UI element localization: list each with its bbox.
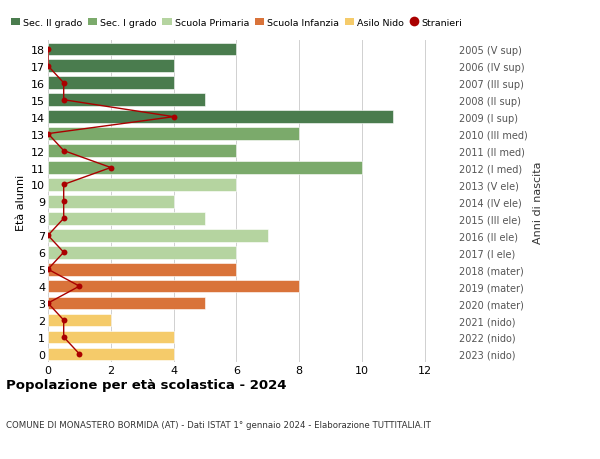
Point [59,97,68,104]
Text: COMUNE DI MONASTERO BORMIDA (AT) - Dati ISTAT 1° gennaio 2024 - Elaborazione TUT: COMUNE DI MONASTERO BORMIDA (AT) - Dati … [6,420,431,429]
Point [59,334,68,341]
Bar [48,297,205,310]
Point [74,283,84,290]
Bar [48,179,236,191]
Point [43,46,53,53]
Bar [48,230,268,242]
Bar [48,44,236,56]
Point [43,131,53,138]
Bar [48,111,393,124]
Point [106,164,116,172]
Point [59,181,68,189]
Y-axis label: Età alunni: Età alunni [16,174,26,230]
Bar [48,145,236,157]
Point [59,198,68,206]
Point [59,215,68,223]
Point [43,63,53,70]
Legend: Sec. II grado, Sec. I grado, Scuola Primaria, Scuola Infanzia, Asilo Nido, Stran: Sec. II grado, Sec. I grado, Scuola Prim… [11,18,463,28]
Bar [48,246,236,259]
Bar [48,77,173,90]
Point [74,351,84,358]
Bar [48,162,362,174]
Point [43,232,53,240]
Point [43,266,53,273]
Point [59,80,68,87]
Point [59,317,68,324]
Point [169,114,178,121]
Bar [48,196,173,208]
Bar [48,213,205,225]
Bar [48,280,299,293]
Bar [48,94,205,107]
Point [59,249,68,257]
Bar [48,348,173,360]
Y-axis label: Anni di nascita: Anni di nascita [533,161,543,243]
Point [43,300,53,307]
Bar [48,331,173,344]
Bar [48,60,173,73]
Bar [48,128,299,140]
Text: Popolazione per età scolastica - 2024: Popolazione per età scolastica - 2024 [6,379,287,392]
Bar [48,263,236,276]
Point [59,147,68,155]
Bar [48,314,111,327]
